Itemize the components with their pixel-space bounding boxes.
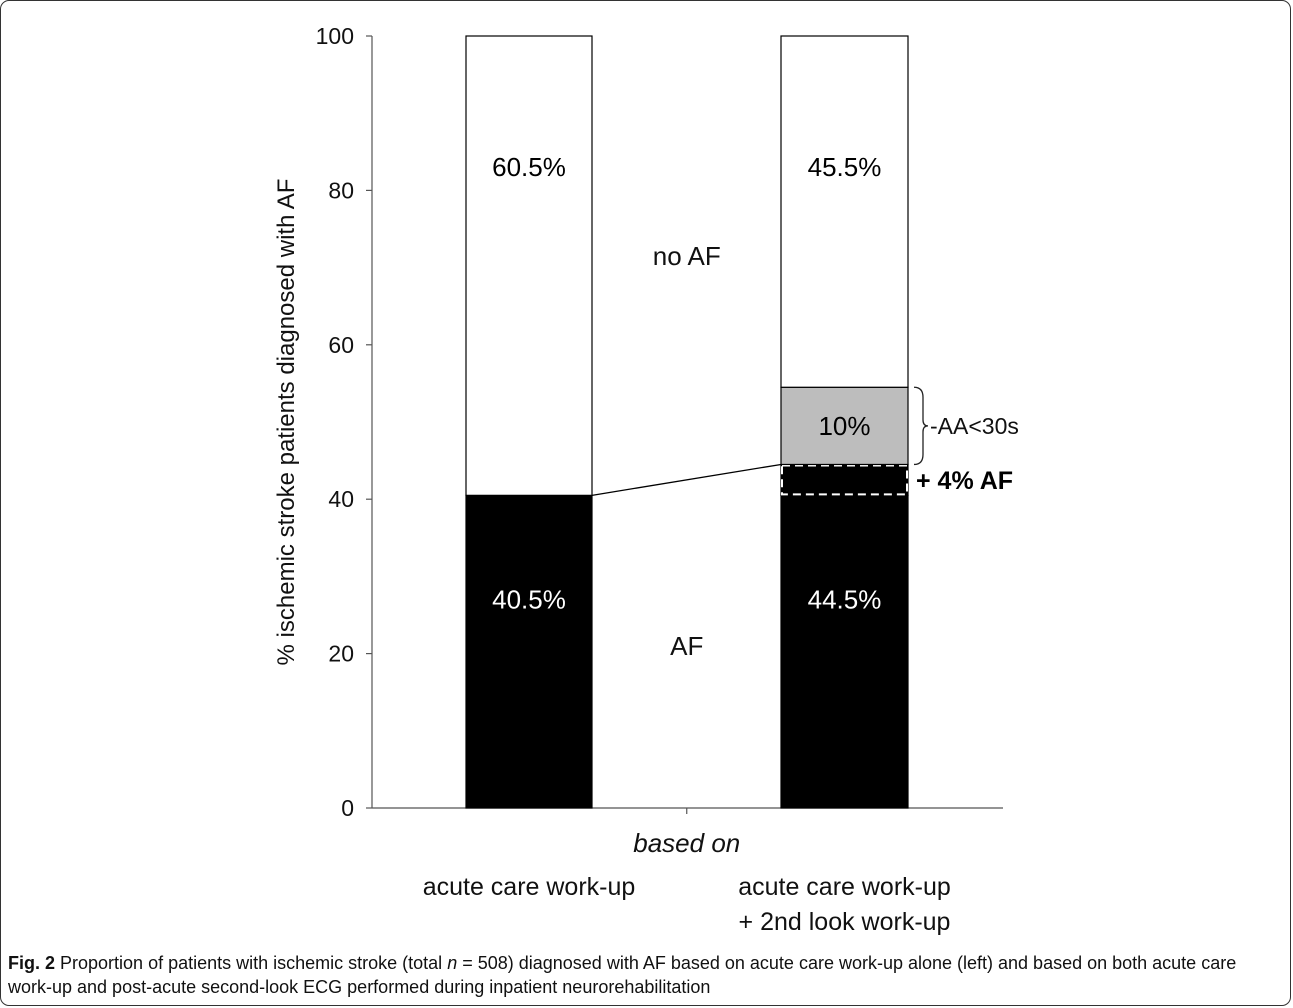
bar-value-label: 44.5% xyxy=(808,585,882,615)
caption-label: Fig. 2 xyxy=(8,953,56,973)
y-tick-label: 60 xyxy=(328,332,354,358)
y-tick-label: 80 xyxy=(328,177,354,203)
bar-segment-af xyxy=(465,494,593,809)
y-tick-label: 20 xyxy=(328,641,354,667)
region-label: no AF xyxy=(653,241,721,271)
bar-value-label: 10% xyxy=(818,411,870,441)
stacked-bar-chart: 0 20 40 60 80 100 % ischemic stroke patients d… xyxy=(273,23,1019,936)
bar-segment-no-af xyxy=(780,35,909,388)
bar-value-label: 60.5% xyxy=(492,152,566,182)
annotation-label: -AA<30s xyxy=(930,413,1019,439)
y-tick-label: 40 xyxy=(328,486,354,512)
category-label: acute care work-up xyxy=(738,873,951,901)
bar-value-label: 40.5% xyxy=(492,585,566,615)
bar-segment-4-af xyxy=(780,463,909,496)
bar-segment-aa-30s xyxy=(780,386,909,466)
bar-segment-no-af xyxy=(465,35,593,496)
category-label: + 2nd look work-up xyxy=(739,908,951,936)
caption-text-2: = 508) diagnosed with AF based on acute … xyxy=(8,953,1237,997)
caption-n-symbol: n xyxy=(447,953,458,973)
bar-segment-af xyxy=(780,494,909,809)
figure-caption: Fig. 2 Proportion of patients with ische… xyxy=(8,951,1278,999)
y-axis-label: % ischemic stroke patients diagnosed wit… xyxy=(273,179,300,666)
region-label: AF xyxy=(670,631,703,661)
caption-text-1: Proportion of patients with ischemic str… xyxy=(55,953,448,973)
annotation-label: + 4% AF xyxy=(916,467,1013,495)
bar-value-label: 45.5% xyxy=(808,152,882,182)
x-axis-label: based on xyxy=(633,828,740,858)
annotation-bracket xyxy=(913,386,929,466)
connector-line xyxy=(591,463,782,496)
y-tick-label: 0 xyxy=(341,795,354,821)
bar-segment-dashed-outline xyxy=(781,464,908,496)
category-label: acute care work-up xyxy=(423,873,636,901)
y-tick-label: 100 xyxy=(316,23,354,49)
